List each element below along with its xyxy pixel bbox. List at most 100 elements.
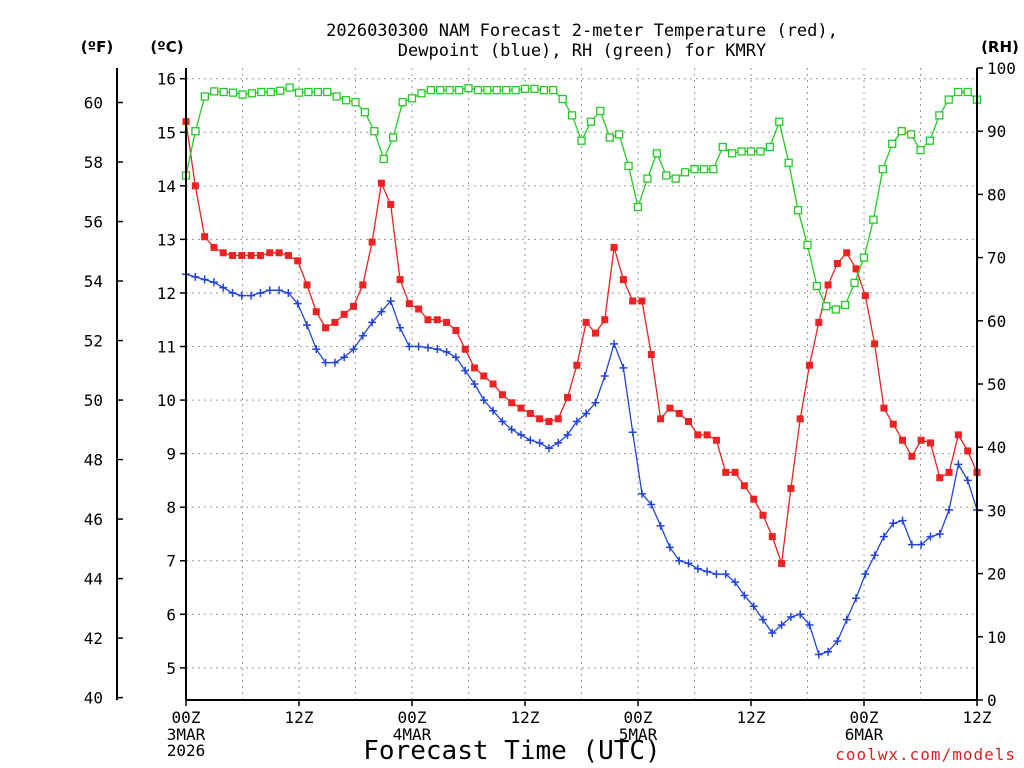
dewpoint-point — [293, 299, 302, 308]
dewpoint-point — [805, 621, 814, 630]
dewpoint-point — [368, 318, 377, 327]
rh-point — [728, 149, 737, 158]
temperature-point — [722, 468, 730, 476]
temperature-point — [517, 404, 525, 412]
temperature-point — [871, 340, 879, 348]
rh-point — [803, 240, 812, 250]
dewpoint-point — [610, 339, 619, 348]
rh-point — [210, 87, 219, 96]
rh-point — [633, 202, 643, 212]
temperature-point — [805, 361, 813, 369]
celsius-tick-label: 8 — [166, 498, 176, 517]
temperature-point — [601, 316, 609, 324]
temperature-point — [629, 297, 637, 305]
rh-unit-label: (RH) — [981, 38, 1019, 56]
temperature-point — [470, 364, 478, 372]
grid-lines — [186, 68, 977, 700]
temperature-point — [229, 251, 237, 259]
celsius-tick-label: 14 — [157, 177, 176, 196]
dewpoint-point — [386, 296, 395, 305]
dewpoint-point — [423, 343, 432, 352]
dewpoint-point — [600, 371, 609, 380]
fahrenheit-tick-label: 54 — [84, 272, 103, 291]
temperature-point — [731, 468, 739, 476]
rh-point — [483, 85, 492, 95]
rh-point — [793, 206, 803, 215]
temperature-point — [573, 361, 581, 369]
rh-tick-label: 70 — [987, 249, 1006, 268]
dewpoint-point — [200, 275, 209, 284]
temperature-point — [564, 393, 572, 401]
fahrenheit-tick-label: 44 — [84, 570, 103, 589]
temperature-point — [545, 417, 553, 425]
celsius-tick-label: 12 — [157, 284, 176, 303]
x-year-label: 2026 — [167, 741, 206, 760]
dewpoint-point — [312, 345, 321, 354]
x-tick-label: 12Z — [511, 708, 540, 727]
rh-tick-label: 60 — [987, 312, 1006, 331]
temperature-point — [778, 559, 786, 567]
rh-point — [671, 174, 680, 183]
rh-point — [398, 97, 407, 107]
credit-link[interactable]: coolwx.com/models — [835, 745, 1016, 764]
rh-point — [228, 88, 238, 97]
dewpoint-point — [619, 363, 628, 372]
rh-point — [530, 84, 539, 94]
rh-point — [596, 106, 605, 116]
rh-tick-label: 40 — [987, 438, 1006, 457]
dewpoint-point — [963, 476, 972, 485]
rh-point — [878, 164, 887, 174]
temperature-point — [377, 179, 385, 187]
temperature-point — [880, 404, 888, 412]
rh-point — [746, 147, 756, 156]
rh-point — [370, 127, 379, 136]
rh-point — [822, 302, 831, 311]
rh-point — [276, 86, 285, 95]
fahrenheit-tick-label: 42 — [84, 629, 103, 648]
rh-point — [341, 96, 351, 105]
dewpoint-point — [852, 594, 861, 603]
celsius-tick-label: 5 — [166, 659, 176, 678]
dewpoint-point — [879, 532, 888, 541]
rh-point — [200, 92, 209, 101]
temperature-point — [675, 409, 683, 417]
dewpoint-point — [907, 540, 916, 549]
rh-point — [294, 88, 304, 97]
dewpoint-point — [842, 615, 851, 624]
temperature-point — [443, 318, 451, 326]
dewpoint-point — [898, 516, 907, 525]
fahrenheit-tick-label: 46 — [84, 510, 103, 529]
rh-point — [520, 84, 530, 94]
temperature-point — [359, 281, 367, 289]
rh-point — [304, 87, 313, 97]
temperature-point — [610, 243, 618, 251]
temperature-point — [582, 318, 590, 326]
temperature-point — [861, 292, 869, 300]
temperature-point — [917, 436, 925, 444]
x-date-label: 5MAR — [619, 725, 658, 744]
dewpoint-point — [749, 602, 758, 611]
dewpoint-point — [731, 578, 740, 587]
dewpoint-point — [191, 272, 200, 281]
temperature-point — [591, 329, 599, 337]
dewpoint-point — [768, 629, 777, 638]
temperature-point — [536, 415, 544, 423]
rh-point — [775, 117, 784, 126]
temperature-point — [647, 351, 655, 359]
dewpoint-point — [935, 529, 944, 538]
temperature-point — [759, 511, 767, 519]
temperature-point — [266, 249, 274, 257]
rh-point — [586, 117, 596, 126]
dewpoint-point — [740, 591, 749, 600]
dewpoint-point — [535, 438, 544, 447]
temperature-point — [396, 276, 404, 284]
rh-point — [615, 130, 624, 139]
rh-point — [445, 85, 454, 95]
dewpoint-point — [861, 570, 870, 579]
temperature-point — [703, 431, 711, 439]
dewpoint-point — [358, 331, 367, 340]
dewpoint-point — [712, 570, 721, 579]
dewpoint-point — [926, 532, 935, 541]
x-tick-label: 00Z — [850, 708, 879, 727]
rh-point — [680, 168, 690, 177]
